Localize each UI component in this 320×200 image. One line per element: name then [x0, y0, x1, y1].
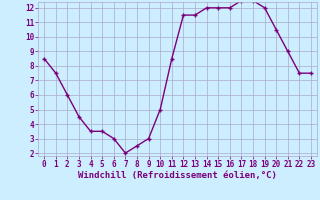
X-axis label: Windchill (Refroidissement éolien,°C): Windchill (Refroidissement éolien,°C) — [78, 171, 277, 180]
